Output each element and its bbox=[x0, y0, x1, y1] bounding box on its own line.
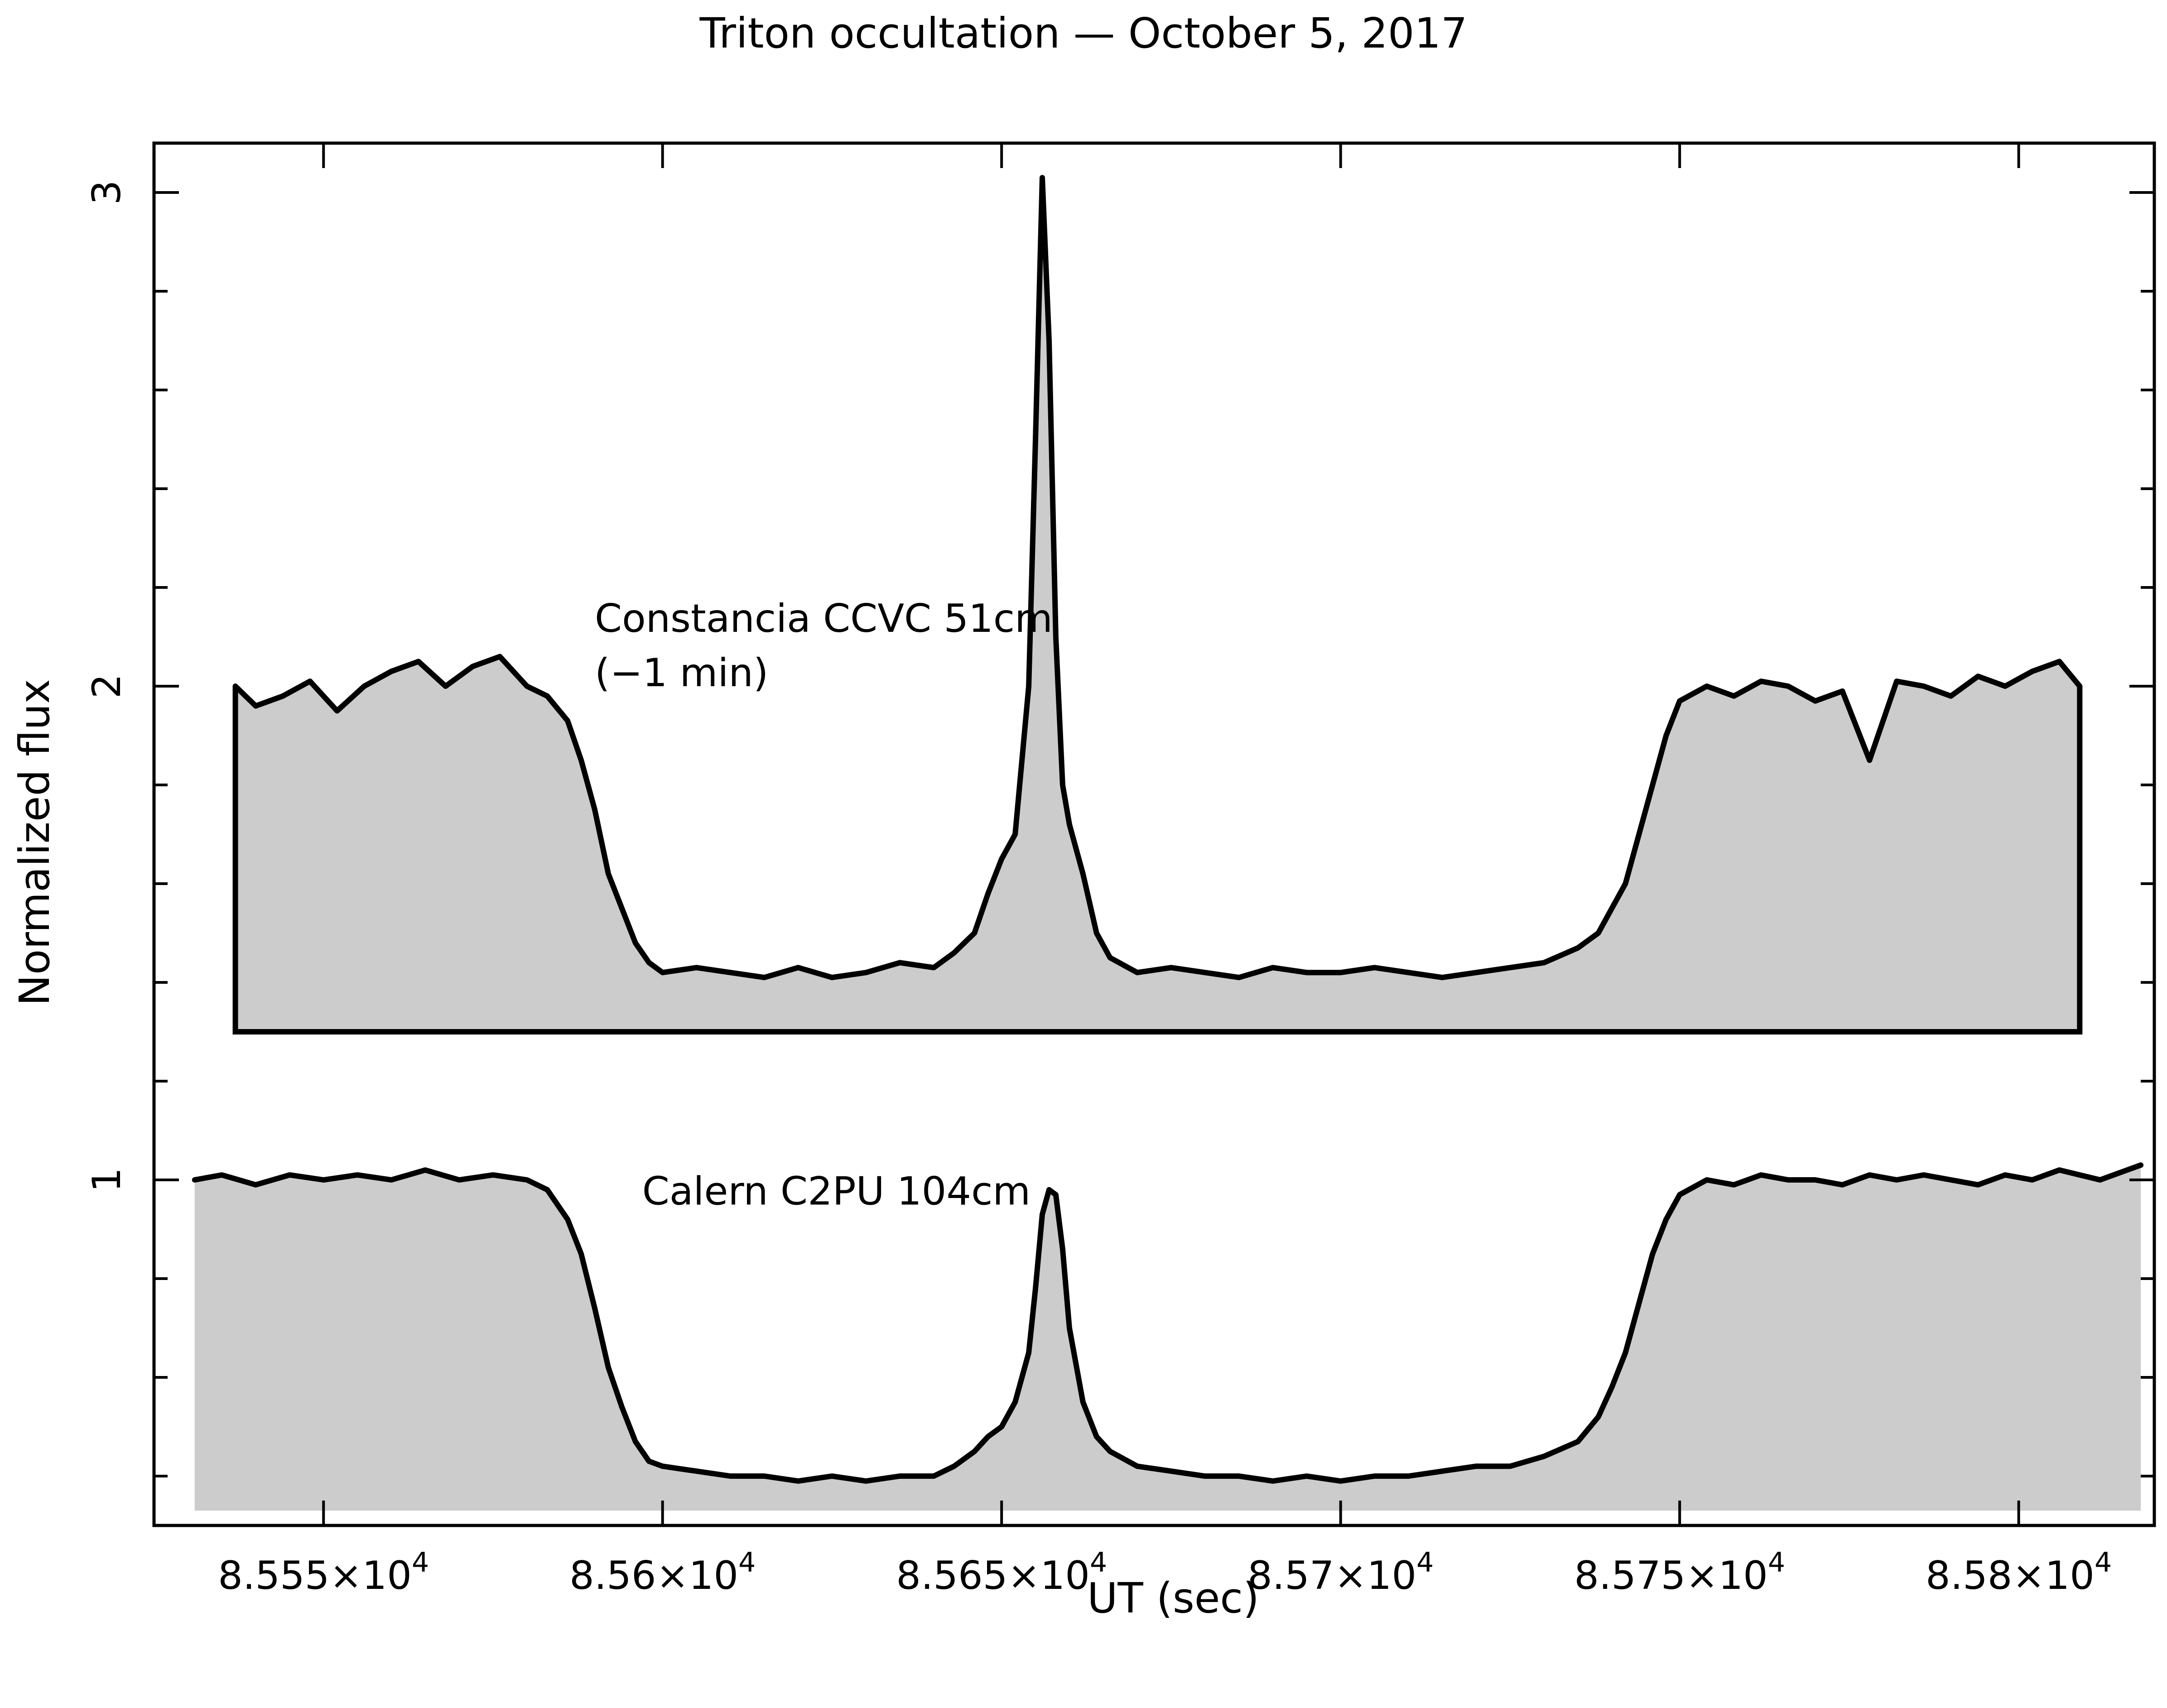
series-2-fill bbox=[194, 1165, 2141, 1511]
annotation-layer: Constancia CCVC 51cm (−1 min) Calern C2PU … bbox=[595, 596, 1053, 1214]
chart-title: Triton occultation — October 5, 2017 bbox=[699, 9, 1467, 58]
series-1-line bbox=[232, 175, 2083, 981]
y-tick-label-1: 1 bbox=[84, 1168, 130, 1193]
annotation-1: Constancia CCVC 51cm bbox=[595, 596, 1053, 641]
series-1-baseline-outline bbox=[232, 686, 2083, 1034]
y-axis-label: Normalized flux bbox=[10, 679, 59, 1006]
axes-layer: 8.555×104 8.56×104 8.565×104 8.57×104 8.575×… bbox=[84, 143, 2154, 1598]
y-tick-label-3: 3 bbox=[84, 180, 130, 205]
x-tick-label-5: 8.575×104 bbox=[1574, 1547, 1785, 1598]
x-axis-label: UT (sec) bbox=[1087, 1574, 1259, 1622]
annotation-2: (−1 min) bbox=[595, 650, 768, 696]
series-2-line bbox=[192, 1162, 2144, 1484]
series-1-fill bbox=[235, 178, 2080, 1032]
annotation-3: Calern C2PU 104cm bbox=[642, 1169, 1031, 1214]
y-tick-label-2: 2 bbox=[84, 674, 130, 699]
x-tick-label-1: 8.555×104 bbox=[218, 1547, 429, 1598]
series-layer bbox=[192, 175, 2144, 1511]
x-tick-label-3: 8.565×104 bbox=[896, 1547, 1107, 1598]
x-tick-label-2: 8.56×104 bbox=[569, 1547, 756, 1598]
x-tick-label-6: 8.58×104 bbox=[1926, 1547, 2112, 1598]
x-tick-label-4: 8.57×104 bbox=[1247, 1547, 1434, 1598]
plot-frame bbox=[152, 141, 2156, 1527]
